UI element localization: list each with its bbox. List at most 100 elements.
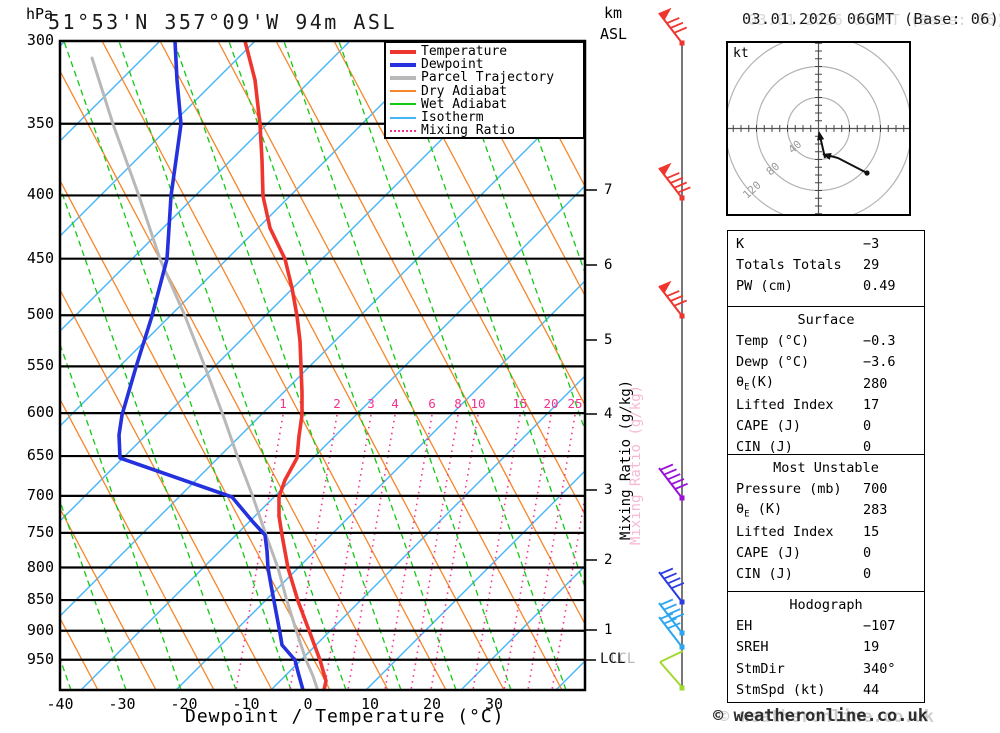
legend-item: Parcel Trajectory xyxy=(390,70,583,85)
table-row: CAPE (J) 0 xyxy=(728,415,924,436)
table-row: θE (K) 283 xyxy=(728,500,924,521)
table-section-title: Most Unstable xyxy=(773,459,879,476)
wind-barb-marker xyxy=(679,644,685,650)
wind-barb-marker xyxy=(679,599,685,605)
altitude-unit-asl: ASL xyxy=(600,25,628,43)
plot-border xyxy=(58,39,587,692)
legend-swatch-dry-adiabat xyxy=(390,90,416,93)
km-tick-label: 5 xyxy=(604,332,613,348)
pressure-tick-label: 500 xyxy=(26,305,54,324)
mixing-ratio-tick-label: 3 xyxy=(367,396,375,411)
table-row-label: StmDir xyxy=(736,660,785,677)
dewpoint-curve xyxy=(117,41,305,690)
table-row-label: Pressure (mb) xyxy=(736,480,842,497)
legend-label: Temperature xyxy=(421,44,508,60)
pressure-tick-label: 600 xyxy=(26,403,54,422)
x-axis-title: Dewpoint / Temperature (°C) xyxy=(185,706,505,727)
table-row-label: SREH xyxy=(736,639,769,656)
mixing-ratio-tick-label: 15 xyxy=(512,396,528,411)
table-row-value: 340° xyxy=(863,660,896,677)
legend-swatch-mixing-ratio xyxy=(390,129,416,132)
temperature-tick-label: 30 xyxy=(484,695,504,713)
table-row-value: 280 xyxy=(863,375,888,392)
table-row-value: −107 xyxy=(863,617,896,634)
temperature-tick-label: 0 xyxy=(303,695,313,713)
table-row: θE(K) 280 xyxy=(728,373,924,394)
table-row: CAPE (J) 0 xyxy=(728,542,924,563)
table-row-value: 19 xyxy=(863,639,880,656)
table-row-value: −0.3 xyxy=(863,332,896,349)
table-row-label: CAPE (J) xyxy=(736,544,802,561)
wind-barb-marker xyxy=(679,313,685,319)
km-tick-label: 6 xyxy=(604,257,613,273)
legend-swatch-dewpoint xyxy=(390,62,416,67)
table-row-label: StmSpd (kt) xyxy=(736,681,826,698)
wind-barb-marker xyxy=(679,195,685,201)
hodograph-unit-label: kt xyxy=(733,46,749,61)
legend-swatch-temperature xyxy=(390,49,416,54)
run-date-label: 03.01.2026 06GMT (Base: 06) xyxy=(742,10,1000,28)
legend-swatch-isotherm xyxy=(390,116,416,119)
stats-table-most-unstable: Most Unstable Pressure (mb) 700 θE (K) 283 Li… xyxy=(727,454,925,592)
temperature-curve xyxy=(243,41,328,690)
table-row-value: 15 xyxy=(863,523,880,540)
table-row-label: CIN (J) xyxy=(736,439,793,456)
km-axis-ticks xyxy=(585,189,597,661)
temperature-tick-label: -20 xyxy=(170,695,198,713)
legend-box: Temperature Dewpoint Parcel Trajectory Dry … xyxy=(384,41,585,139)
km-tick-label: 4 xyxy=(604,406,613,422)
stats-table-indices: K −3 Totals Totals 29 PW (cm) 0.49 xyxy=(727,230,925,307)
table-row: CIN (J) 0 xyxy=(728,563,924,584)
mixing-ratio-tick-label: 10 xyxy=(470,396,486,411)
legend-item: Mixing Ratio xyxy=(390,123,583,138)
table-row: CIN (J) 0 xyxy=(728,437,924,458)
copyright-label: © weatheronline.co.uk xyxy=(713,706,928,726)
mixing-ratio-tick-label: 8 xyxy=(454,396,462,411)
page-title: 51°53'N 357°09'W 94m ASL xyxy=(48,10,397,34)
hodograph-trace xyxy=(826,154,868,174)
mixing-ratio-tick-label: 6 xyxy=(428,396,436,411)
table-row-value: 700 xyxy=(863,480,888,497)
table-row: StmSpd (kt) 44 xyxy=(728,679,924,700)
stats-table-hodograph: Hodograph EH −107 SREH 19 StmDir 340° StmSpd (k… xyxy=(727,591,925,703)
pressure-gridlines xyxy=(60,122,585,661)
hodograph-arrowhead xyxy=(817,131,825,141)
table-row-value: 0 xyxy=(863,439,872,456)
wind-flag xyxy=(659,280,672,294)
table-row: SREH 19 xyxy=(728,637,924,658)
wind-barb-marker xyxy=(679,40,685,46)
table-row-label: Temp (°C) xyxy=(736,332,810,349)
table-row-label: EH xyxy=(736,617,753,634)
sounding-curves xyxy=(90,41,328,690)
pressure-tick-label: 650 xyxy=(26,446,54,465)
hodograph-border xyxy=(726,41,911,216)
legend-item: Temperature xyxy=(390,44,583,60)
legend-label: Dry Adiabat xyxy=(421,83,508,99)
legend-label: Dewpoint xyxy=(421,57,484,73)
legend-swatch-wet-adiabat xyxy=(390,103,416,106)
table-row-label: θE(K) xyxy=(736,374,774,393)
temperature-tick-label: 10 xyxy=(360,695,380,713)
pressure-tick-label: 400 xyxy=(26,185,54,204)
table-row: PW (cm) 0.49 xyxy=(728,276,924,297)
table-row: Lifted Index 17 xyxy=(728,394,924,415)
table-row-label: Lifted Index xyxy=(736,396,834,413)
wind-barb-marker xyxy=(679,685,685,691)
table-row-value: 29 xyxy=(863,256,880,273)
pressure-tick-label: 550 xyxy=(26,356,54,375)
pressure-tick-label: 350 xyxy=(26,113,54,132)
table-row-label: CIN (J) xyxy=(736,566,793,583)
table-row: Totals Totals 29 xyxy=(728,254,924,275)
table-row-label: Dewp (°C) xyxy=(736,354,810,371)
table-row-value: 0.49 xyxy=(863,278,896,295)
km-tick-label: 7 xyxy=(604,182,613,198)
legend-swatch-parcel-trajectory xyxy=(390,75,416,80)
table-row-label: Totals Totals xyxy=(736,256,842,273)
temperature-tick-label: -10 xyxy=(232,695,260,713)
pressure-tick-label: 800 xyxy=(26,557,54,576)
mixing-ratio-tick-label: 2 xyxy=(333,396,341,411)
km-tick-label: 1 xyxy=(604,622,613,638)
mixing-ratio-tick-label: 25 xyxy=(567,396,583,411)
table-row: EH −107 xyxy=(728,615,924,636)
table-row-label: CAPE (J) xyxy=(736,418,802,435)
